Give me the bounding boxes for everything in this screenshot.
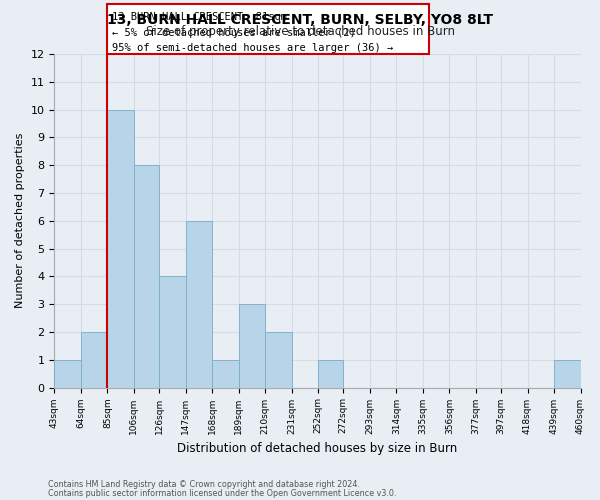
Y-axis label: Number of detached properties: Number of detached properties [15,133,25,308]
Bar [185,221,212,388]
Text: 95% of semi-detached houses are larger (36) →: 95% of semi-detached houses are larger (… [112,43,394,53]
Bar [159,276,185,388]
Bar [318,360,343,388]
Bar [554,360,581,388]
Text: Contains HM Land Registry data © Crown copyright and database right 2024.: Contains HM Land Registry data © Crown c… [48,480,360,489]
Bar [212,360,239,388]
Bar [265,332,292,388]
Text: Size of property relative to detached houses in Burn: Size of property relative to detached ho… [146,25,455,38]
Text: ← 5% of detached houses are smaller (2): ← 5% of detached houses are smaller (2) [112,28,356,38]
FancyBboxPatch shape [107,4,429,54]
X-axis label: Distribution of detached houses by size in Burn: Distribution of detached houses by size … [178,442,458,455]
Text: 13, BURN HALL CRESCENT, BURN, SELBY, YO8 8LT: 13, BURN HALL CRESCENT, BURN, SELBY, YO8… [107,12,493,26]
Text: 13 BURN HALL CRESCENT: 81sqm: 13 BURN HALL CRESCENT: 81sqm [112,12,287,22]
Bar [239,304,265,388]
Text: Contains public sector information licensed under the Open Government Licence v3: Contains public sector information licen… [48,488,397,498]
Bar [134,165,159,388]
Bar [107,110,134,388]
Bar [55,360,81,388]
Bar [81,332,107,388]
